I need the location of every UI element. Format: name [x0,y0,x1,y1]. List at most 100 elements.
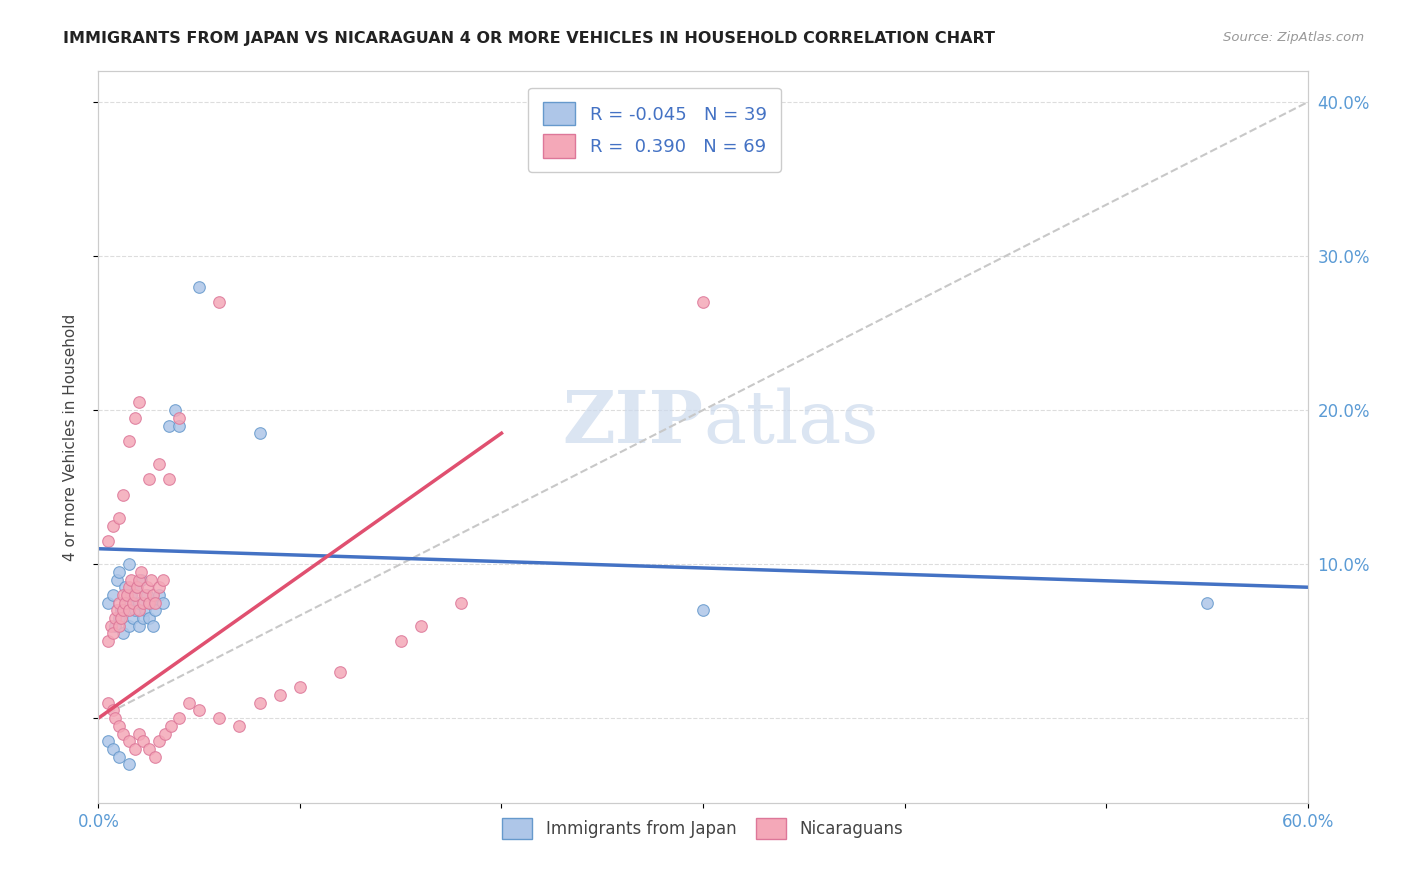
Point [100,618,122,632]
Point [138,611,160,625]
Point [167,711,190,725]
Point [389,634,412,648]
Point [103,618,125,632]
Point [97,734,120,748]
Point [1195,596,1218,610]
Point [128,573,150,587]
Point [148,580,170,594]
Point [163,403,186,417]
Point [188,280,211,294]
Point [143,603,166,617]
Point [124,603,146,617]
Point [138,472,160,486]
Point [97,534,120,549]
Point [409,618,432,632]
Point [188,703,211,717]
Point [124,742,146,756]
Point [124,410,146,425]
Point [269,688,291,702]
Point [114,580,136,594]
Point [329,665,352,679]
Point [135,580,157,594]
Point [118,618,141,632]
Point [450,596,472,610]
Point [148,588,170,602]
Point [124,588,146,602]
Point [103,711,125,725]
Point [101,588,124,602]
Point [111,726,134,740]
Point [120,588,142,602]
Point [120,573,142,587]
Point [103,611,125,625]
Point [105,603,128,617]
Point [107,611,129,625]
Point [138,596,160,610]
Point [129,565,152,579]
Text: atlas: atlas [703,387,879,458]
Point [167,410,190,425]
Point [125,580,148,594]
Point [107,749,129,764]
Point [143,749,166,764]
Point [692,295,714,310]
Text: ZIP: ZIP [562,387,703,458]
Point [118,757,141,772]
Point [118,557,141,571]
Point [249,426,271,441]
Point [118,603,141,617]
Point [142,588,165,602]
Point [111,626,134,640]
Point [129,573,152,587]
Point [111,488,134,502]
Point [132,734,155,748]
Point [152,573,174,587]
Point [118,580,141,594]
Point [97,596,120,610]
Point [148,734,170,748]
Point [97,696,120,710]
Point [107,511,129,525]
Point [110,603,132,617]
Point [143,596,166,610]
Point [107,618,129,632]
Point [101,518,124,533]
Point [152,596,174,610]
Point [208,711,231,725]
Point [249,696,271,710]
Point [134,603,156,617]
Point [157,472,180,486]
Point [101,703,124,717]
Point [107,719,129,733]
Point [692,603,714,617]
Point [111,588,134,602]
Point [105,573,128,587]
Point [153,726,176,740]
Point [179,696,201,710]
Point [135,588,157,602]
Y-axis label: 4 or more Vehicles in Household: 4 or more Vehicles in Household [63,313,77,561]
Legend: R = -0.045   N = 39, R =  0.390   N = 69: R = -0.045 N = 39, R = 0.390 N = 69 [529,87,782,172]
Point [128,596,150,610]
Point [142,618,165,632]
Point [97,634,120,648]
Point [101,626,124,640]
Point [118,734,141,748]
Point [148,457,170,471]
Point [228,719,250,733]
Point [138,742,160,756]
Point [208,295,231,310]
Point [139,596,162,610]
Text: Source: ZipAtlas.com: Source: ZipAtlas.com [1223,31,1364,45]
Point [114,596,136,610]
Point [118,434,141,448]
Point [128,603,150,617]
Point [132,611,155,625]
Point [107,565,129,579]
Point [121,596,143,610]
Point [288,681,311,695]
Point [128,618,150,632]
Point [125,580,148,594]
Point [160,719,183,733]
Point [115,588,138,602]
